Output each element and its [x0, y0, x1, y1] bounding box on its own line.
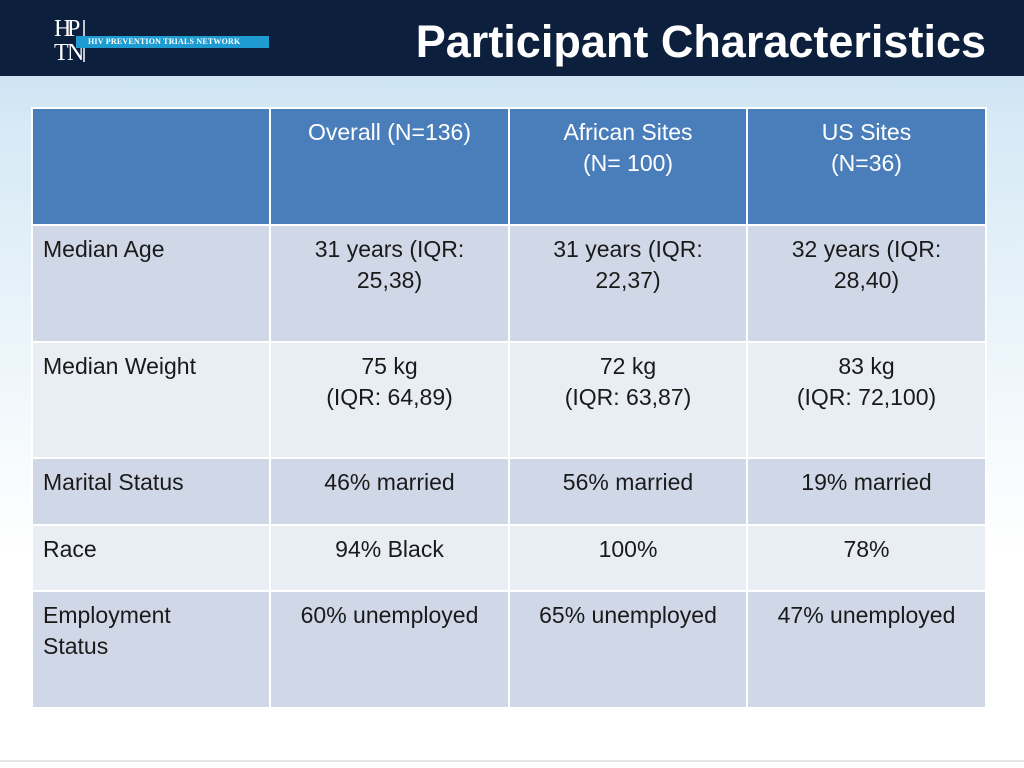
table-cell: 65% unemployed [508, 590, 748, 709]
table-cell: 31 years (IQR: 22,37) [508, 223, 748, 343]
row-label-cell: Median Age [31, 223, 271, 343]
footer-divider [0, 760, 1024, 762]
table-cell: 47% unemployed [746, 590, 987, 709]
header-cell-text: US Sites (N=36) [821, 119, 912, 176]
table-row-marital-status: Marital Status 46% married 56% married 1… [31, 457, 987, 526]
table-cell: 78% [746, 523, 987, 593]
row-label-cell: Marital Status [31, 457, 271, 526]
cell-value: 60% unemployed [300, 602, 479, 629]
row-label-cell: Employment Status [31, 590, 271, 709]
header-cell-text: African Sites (N= 100) [563, 119, 693, 176]
table-cell: 94% Black [269, 523, 510, 593]
table-row-race: Race 94% Black 100% 78% [31, 523, 987, 593]
logo-letter-p: P [67, 16, 80, 42]
logo-tagline: HIV PREVENTION TRIALS NETWORK [88, 37, 241, 46]
title-bar: H P T N HIV PREVENTION TRIALS NETWORK Pa… [0, 0, 1024, 76]
cell-value: 75 kg (IQR: 64,89) [326, 352, 453, 410]
row-label: Median Age [43, 235, 165, 262]
table-row-median-age: Median Age 31 years (IQR: 25,38) 31 year… [31, 223, 987, 343]
cell-value: 94% Black [335, 535, 444, 562]
cell-value: 31 years (IQR: 25,38) [314, 235, 465, 293]
cell-value: 100% [598, 535, 658, 562]
table-cell: 83 kg (IQR: 72,100) [746, 340, 987, 460]
table-cell: 60% unemployed [269, 590, 510, 709]
table-cell: 19% married [746, 457, 987, 526]
row-label: Median Weight [43, 352, 196, 379]
cell-value: 32 years (IQR: 28,40) [791, 235, 942, 293]
cell-value: 78% [843, 535, 890, 562]
cell-value: 72 kg (IQR: 63,87) [564, 352, 692, 410]
row-label-cell: Median Weight [31, 340, 271, 460]
cell-value: 46% married [324, 469, 455, 496]
hptn-logo-mark: H P T N [54, 16, 85, 66]
table-row-median-weight: Median Weight 75 kg (IQR: 64,89) 72 kg (… [31, 340, 987, 460]
header-cell-empty [31, 107, 271, 226]
table-cell: 56% married [508, 457, 748, 526]
logo-letter-t: T [54, 40, 69, 64]
header-cell-us-sites: US Sites (N=36) [746, 107, 987, 226]
hptn-logo: H P T N HIV PREVENTION TRIALS NETWORK [50, 14, 269, 66]
header-cell-text: Overall (N=136) [308, 119, 471, 145]
row-label: Race [43, 535, 97, 562]
cell-value: 56% married [562, 469, 694, 496]
characteristics-table-container: Overall (N=136) African Sites (N= 100) U… [31, 107, 987, 709]
row-label-cell: Race [31, 523, 271, 593]
cell-value: 83 kg (IQR: 72,100) [796, 352, 937, 410]
table-cell: 75 kg (IQR: 64,89) [269, 340, 510, 460]
page-title: Participant Characteristics [415, 16, 986, 67]
row-label: Marital Status [43, 469, 184, 496]
table-cell: 72 kg (IQR: 63,87) [508, 340, 748, 460]
table-cell: 31 years (IQR: 25,38) [269, 223, 510, 343]
cell-value: 65% unemployed [539, 602, 717, 629]
header-cell-african-sites: African Sites (N= 100) [508, 107, 748, 226]
table-header-row: Overall (N=136) African Sites (N= 100) U… [31, 107, 987, 226]
cell-value: 19% married [801, 469, 932, 496]
table-row-employment-status: Employment Status 60% unemployed 65% une… [31, 590, 987, 709]
cell-value: 31 years (IQR: 22,37) [553, 235, 703, 293]
logo-banner [76, 36, 269, 48]
header-cell-overall: Overall (N=136) [269, 107, 510, 226]
logo-letter-h: H [54, 16, 71, 42]
table-cell: 100% [508, 523, 748, 593]
row-label: Employment Status [43, 602, 171, 660]
table-cell: 32 years (IQR: 28,40) [746, 223, 987, 343]
table-cell: 46% married [269, 457, 510, 526]
participant-characteristics-table: Overall (N=136) African Sites (N= 100) U… [31, 107, 987, 709]
cell-value: 47% unemployed [777, 602, 956, 629]
